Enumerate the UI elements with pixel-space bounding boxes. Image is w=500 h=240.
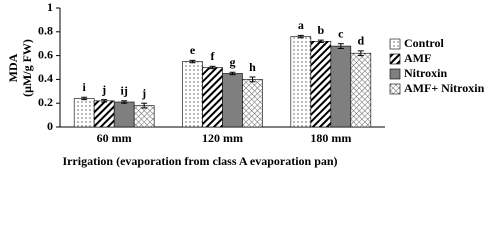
- legend-label: AMF: [404, 51, 431, 65]
- y-axis-label: MDA: [6, 53, 20, 82]
- data-label: e: [190, 43, 196, 57]
- legend-swatch: [389, 53, 401, 65]
- y-tick-label: 0.6: [38, 47, 53, 61]
- bar: [93, 100, 115, 128]
- error-bar: [121, 100, 128, 104]
- error-bar: [317, 39, 324, 44]
- data-label: j: [101, 82, 106, 96]
- chart: MDA (μM/g FW) Irrigation (evaporation fr…: [6, 0, 485, 168]
- error-bar: [337, 43, 344, 49]
- bar: [290, 36, 312, 128]
- error-bar: [189, 59, 196, 64]
- data-label: ij: [120, 84, 127, 98]
- y-tick-label: 0.8: [38, 24, 53, 38]
- bar: [133, 105, 155, 128]
- data-label: i: [82, 80, 86, 94]
- data-label: a: [298, 18, 304, 32]
- bar: [350, 52, 372, 128]
- data-label: f: [211, 49, 216, 63]
- y-tick-label: 1: [47, 0, 53, 14]
- legend-label: Nitroxin: [404, 66, 447, 80]
- legend-label: Control: [404, 36, 444, 50]
- legend-label: AMF+ Nitroxin: [404, 81, 485, 95]
- bar: [113, 101, 135, 128]
- error-bar: [101, 99, 108, 103]
- y-axis-label: (μM/g FW): [20, 39, 34, 97]
- data-label: j: [141, 86, 146, 100]
- error-bar: [357, 50, 364, 57]
- data-label: h: [249, 60, 256, 74]
- y-tick-label: 0.2: [38, 95, 53, 109]
- x-tick-label: 120 mm: [202, 131, 243, 145]
- data-label: g: [230, 55, 236, 69]
- x-axis-label: Irrigation (evaporation from class A eva…: [62, 154, 337, 168]
- data-label: b: [317, 23, 324, 37]
- error-bar: [209, 65, 216, 70]
- x-tick-label: 180 mm: [310, 131, 351, 145]
- bar: [242, 79, 263, 128]
- bar: [182, 61, 203, 128]
- data-label: c: [338, 26, 344, 40]
- x-tick-label: 60 mm: [97, 131, 132, 145]
- bar: [73, 98, 95, 128]
- legend-swatch: [389, 38, 401, 50]
- y-tick-label: 0: [47, 119, 53, 133]
- error-bar: [249, 76, 256, 83]
- error-bar: [297, 34, 304, 39]
- legend-swatch: [389, 68, 401, 80]
- error-bar: [229, 71, 236, 76]
- error-bar: [81, 96, 88, 101]
- legend-swatch: [389, 83, 401, 95]
- bar: [222, 73, 243, 128]
- bar: [202, 67, 223, 128]
- bar: [310, 41, 332, 128]
- error-bar: [141, 102, 148, 109]
- bar: [330, 45, 352, 128]
- y-tick-label: 0.4: [38, 71, 53, 85]
- data-label: d: [357, 34, 364, 48]
